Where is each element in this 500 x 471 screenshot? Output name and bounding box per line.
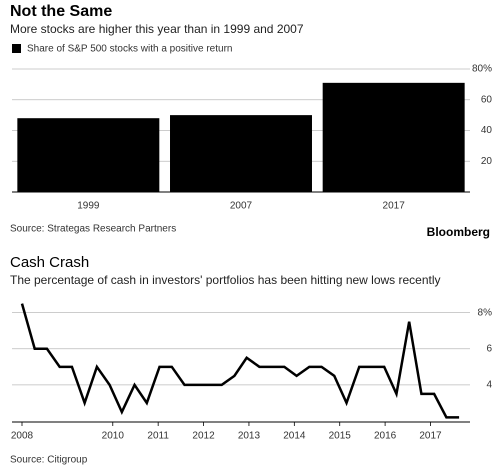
- y-tick-label: 20: [481, 156, 493, 167]
- chart-title: Cash Crash: [10, 254, 89, 271]
- x-tick-label: 2008: [11, 431, 34, 442]
- y-tick-label: 40: [481, 125, 493, 136]
- x-tick-label: 1999: [77, 201, 100, 212]
- y-tick-label: 6: [486, 343, 492, 354]
- x-tick-label: 2012: [192, 431, 215, 442]
- x-tick-label: 2017: [419, 431, 442, 442]
- bar: [17, 118, 160, 192]
- chart-subtitle: More stocks are higher this year than in…: [10, 22, 304, 36]
- chart-title: Not the Same: [10, 3, 112, 20]
- x-tick-label: 2014: [283, 431, 306, 442]
- line: [20, 303, 460, 419]
- legend-label: Share of S&P 500 stocks with a positive …: [27, 44, 232, 55]
- y-tick-label: 60: [481, 94, 493, 105]
- bar: [170, 115, 312, 192]
- chart-subtitle: The percentage of cash in investors' por…: [10, 273, 441, 287]
- y-tick-label: 4: [486, 380, 492, 391]
- x-tick-label: 2017: [383, 201, 406, 212]
- source: Source: Citigroup: [10, 455, 88, 466]
- x-tick-label: 2011: [147, 431, 169, 442]
- x-tick-label: 2013: [238, 431, 261, 442]
- x-tick-label: 2010: [102, 431, 125, 442]
- x-tick-label: 2007: [230, 201, 253, 212]
- bar: [322, 82, 465, 192]
- legend-swatch: [12, 44, 21, 53]
- y-tick-label: 80%: [472, 64, 492, 75]
- source: Source: Strategas Research Partners: [10, 224, 176, 235]
- y-tick-label: 8%: [478, 307, 493, 318]
- brand: Bloomberg: [427, 225, 490, 239]
- x-tick-label: 2015: [329, 431, 352, 442]
- x-tick-label: 2016: [374, 431, 397, 442]
